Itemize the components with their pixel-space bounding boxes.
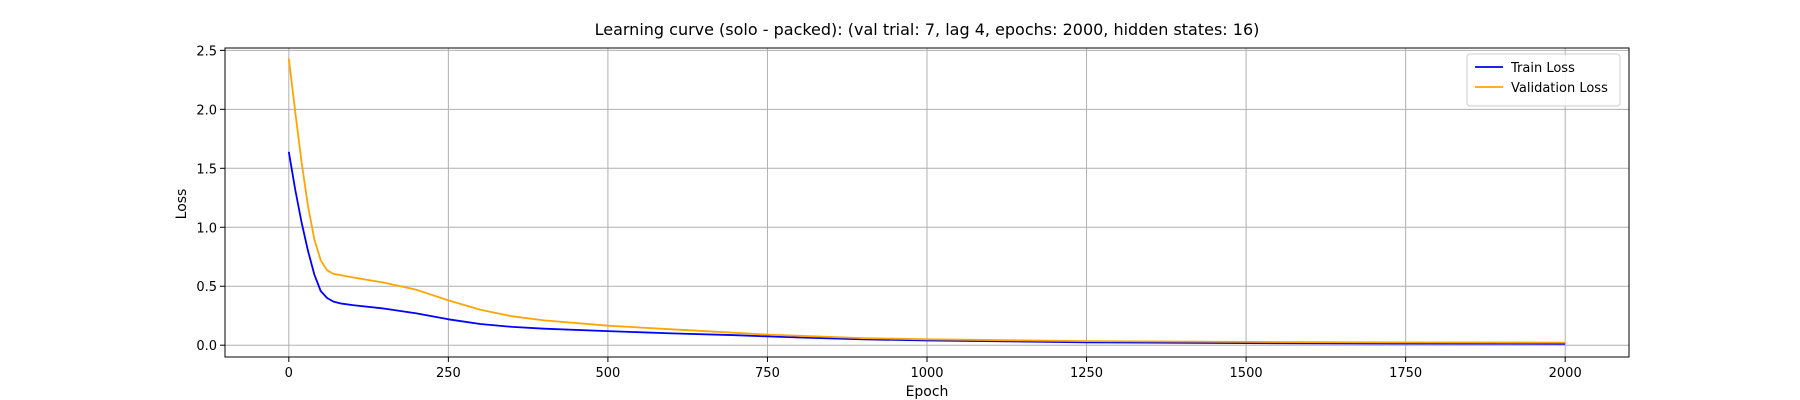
- x-tick-label: 0: [285, 366, 293, 381]
- y-tick-label: 0.5: [196, 280, 217, 295]
- axis-ticks: 0 250 500 750 1000 1250 1500 1750 2000 0.0 0.5 1.0 1…: [196, 44, 1581, 381]
- legend-entry-label: Train Loss: [1510, 61, 1575, 76]
- x-tick-label: 500: [595, 366, 620, 381]
- y-tick-label: 0.0: [196, 339, 217, 354]
- legend: Train Loss Validation Loss: [1466, 53, 1621, 107]
- x-tick-label: 1500: [1230, 366, 1263, 381]
- chart-title: Learning curve (solo - packed): (val tri…: [595, 20, 1260, 39]
- x-tick-label: 1250: [1070, 366, 1103, 381]
- series-line-train-loss: [287, 151, 1566, 345]
- y-tick-label: 1.0: [196, 221, 217, 236]
- series-line-validation-loss: [287, 58, 1566, 344]
- x-tick-label: 750: [755, 366, 780, 381]
- legend-entry-label: Validation Loss: [1511, 81, 1608, 96]
- y-axis-label: Loss: [174, 189, 190, 220]
- y-tick-label: 2.5: [196, 44, 217, 59]
- y-tick-label: 1.5: [196, 162, 217, 177]
- series-lines: [287, 58, 1566, 345]
- y-tick-label: 2.0: [196, 103, 217, 118]
- x-tick-label: 250: [436, 366, 461, 381]
- x-tick-label: 1000: [910, 366, 943, 381]
- x-axis-label: Epoch: [906, 384, 949, 400]
- x-tick-label: 1750: [1389, 366, 1422, 381]
- x-tick-label: 2000: [1549, 366, 1582, 381]
- legend-box: [1466, 53, 1621, 107]
